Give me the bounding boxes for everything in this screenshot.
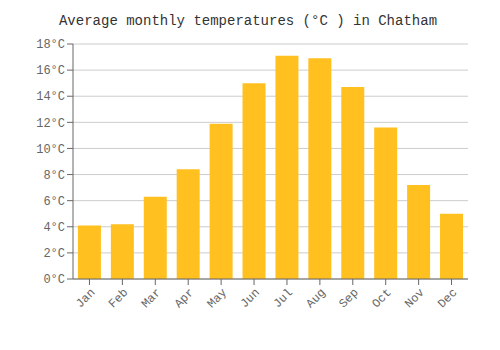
svg-text:Jul: Jul xyxy=(271,286,296,311)
svg-text:Jun: Jun xyxy=(238,286,263,311)
svg-text:Apr: Apr xyxy=(172,286,197,311)
svg-text:Oct: Oct xyxy=(369,286,394,311)
svg-text:4°C: 4°C xyxy=(43,221,65,235)
svg-text:Feb: Feb xyxy=(106,286,131,311)
svg-text:16°C: 16°C xyxy=(36,64,65,78)
svg-text:Aug: Aug xyxy=(304,286,329,311)
svg-text:2°C: 2°C xyxy=(43,247,65,261)
svg-text:Jan: Jan xyxy=(73,286,98,311)
svg-text:May: May xyxy=(205,286,230,311)
svg-text:Sep: Sep xyxy=(336,286,361,311)
svg-text:Nov: Nov xyxy=(402,286,427,311)
svg-text:10°C: 10°C xyxy=(36,143,65,157)
svg-text:14°C: 14°C xyxy=(36,90,65,104)
svg-text:8°C: 8°C xyxy=(43,169,65,183)
svg-text:Dec: Dec xyxy=(435,286,460,311)
html-text:Average monthly temperatures (: Average monthly temperatures (°C ) in Ch… xyxy=(59,13,437,29)
svg-text:18°C: 18°C xyxy=(36,38,65,52)
svg-text:6°C: 6°C xyxy=(43,195,65,209)
svg-text:12°C: 12°C xyxy=(36,117,65,131)
svg-text:0°C: 0°C xyxy=(43,273,65,287)
svg-text:Mar: Mar xyxy=(139,286,164,311)
